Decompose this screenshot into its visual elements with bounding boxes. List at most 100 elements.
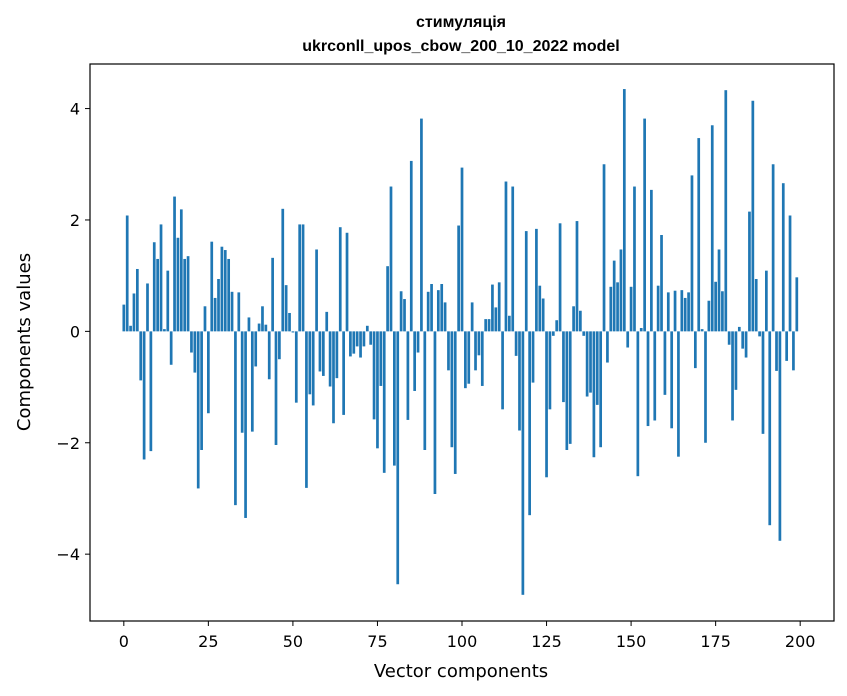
bar-3 bbox=[132, 293, 136, 332]
chart-title-line1: стимуляція bbox=[416, 14, 506, 31]
y-axis-ticks: −4 −2 0 2 4 bbox=[56, 100, 90, 564]
bar-81 bbox=[396, 331, 400, 585]
bar-160 bbox=[663, 331, 667, 395]
bar-188 bbox=[758, 331, 761, 337]
bar-140 bbox=[595, 331, 599, 405]
bar-170 bbox=[697, 138, 701, 332]
bar-135 bbox=[579, 310, 582, 332]
bar-6 bbox=[142, 331, 146, 460]
bar-0 bbox=[122, 304, 126, 332]
bar-105 bbox=[477, 331, 481, 356]
bar-198 bbox=[792, 331, 795, 371]
y-tick-label: 4 bbox=[70, 100, 80, 119]
bar-58 bbox=[318, 331, 322, 372]
bar-139 bbox=[592, 331, 596, 458]
bar-109 bbox=[491, 284, 494, 332]
plot-frame bbox=[89, 63, 835, 622]
bar-114 bbox=[507, 315, 511, 332]
bar-83 bbox=[403, 299, 406, 332]
bar-171 bbox=[700, 329, 704, 332]
bar-134 bbox=[575, 221, 579, 332]
bar-87 bbox=[416, 331, 420, 353]
bar-66 bbox=[345, 232, 349, 332]
bar-44 bbox=[271, 257, 274, 332]
bar-96 bbox=[447, 331, 450, 371]
bar-180 bbox=[731, 331, 734, 421]
bar-182 bbox=[737, 326, 741, 332]
bar-153 bbox=[639, 328, 643, 332]
bar-145 bbox=[612, 260, 616, 332]
bar-53 bbox=[301, 224, 305, 332]
bar-161 bbox=[666, 292, 670, 332]
bar-127 bbox=[551, 331, 555, 336]
bar-30 bbox=[223, 250, 227, 332]
bar-179 bbox=[727, 331, 731, 345]
bar-111 bbox=[497, 282, 501, 332]
y-tick-label: −4 bbox=[56, 545, 80, 564]
bar-55 bbox=[308, 331, 312, 395]
bar-41 bbox=[261, 306, 264, 332]
x-tick-label: 50 bbox=[283, 632, 303, 651]
bar-98 bbox=[453, 331, 457, 474]
bar-97 bbox=[450, 331, 454, 448]
bar-5 bbox=[139, 331, 143, 381]
x-tick-label: 150 bbox=[616, 632, 647, 651]
bar-75 bbox=[376, 331, 379, 449]
bar-162 bbox=[670, 331, 674, 429]
bar-28 bbox=[217, 279, 220, 332]
x-tick-label: 25 bbox=[198, 632, 218, 651]
y-axis-label: Components values bbox=[14, 253, 35, 431]
bar-14 bbox=[169, 331, 173, 365]
bar-176 bbox=[717, 249, 721, 332]
bar-118 bbox=[521, 331, 525, 595]
bar-32 bbox=[230, 291, 234, 332]
bar-52 bbox=[298, 224, 302, 332]
bar-192 bbox=[771, 164, 775, 332]
bar-94 bbox=[440, 284, 444, 332]
bar-133 bbox=[572, 306, 575, 332]
bar-73 bbox=[369, 331, 373, 345]
bar-126 bbox=[548, 331, 552, 410]
bar-101 bbox=[464, 331, 467, 389]
bar-39 bbox=[254, 331, 258, 367]
y-tick-label: 2 bbox=[70, 211, 80, 230]
bar-185 bbox=[748, 211, 751, 332]
bar-99 bbox=[457, 225, 460, 332]
bar-173 bbox=[707, 300, 711, 332]
bar-22 bbox=[196, 331, 200, 489]
bar-103 bbox=[470, 302, 474, 332]
bar-184 bbox=[744, 331, 748, 358]
y-tick-label: 0 bbox=[70, 322, 80, 341]
bar-29 bbox=[220, 246, 224, 332]
bar-26 bbox=[210, 241, 214, 332]
bar-199 bbox=[795, 277, 799, 332]
bar-86 bbox=[413, 331, 417, 391]
bar-45 bbox=[274, 331, 278, 445]
bar-57 bbox=[315, 249, 318, 332]
bar-33 bbox=[234, 331, 237, 506]
bar-15 bbox=[173, 196, 176, 332]
x-tick-label: 100 bbox=[447, 632, 478, 651]
bar-7 bbox=[146, 283, 149, 332]
bar-124 bbox=[541, 298, 545, 332]
bar-159 bbox=[660, 235, 663, 332]
bar-95 bbox=[443, 302, 447, 332]
bar-143 bbox=[606, 331, 609, 363]
bar-17 bbox=[179, 209, 183, 332]
bar-34 bbox=[237, 292, 241, 332]
bar-142 bbox=[602, 164, 606, 332]
bar-157 bbox=[653, 331, 657, 421]
bar-72 bbox=[365, 325, 369, 332]
bar-64 bbox=[338, 227, 342, 332]
bar-9 bbox=[152, 242, 156, 332]
bar-141 bbox=[599, 331, 603, 448]
bar-36 bbox=[244, 331, 247, 518]
bar-154 bbox=[643, 118, 646, 332]
bar-117 bbox=[518, 331, 521, 431]
bar-8 bbox=[149, 331, 153, 452]
bar-137 bbox=[585, 331, 589, 397]
bar-80 bbox=[393, 331, 396, 466]
bar-43 bbox=[267, 331, 271, 380]
bar-129 bbox=[558, 223, 562, 332]
